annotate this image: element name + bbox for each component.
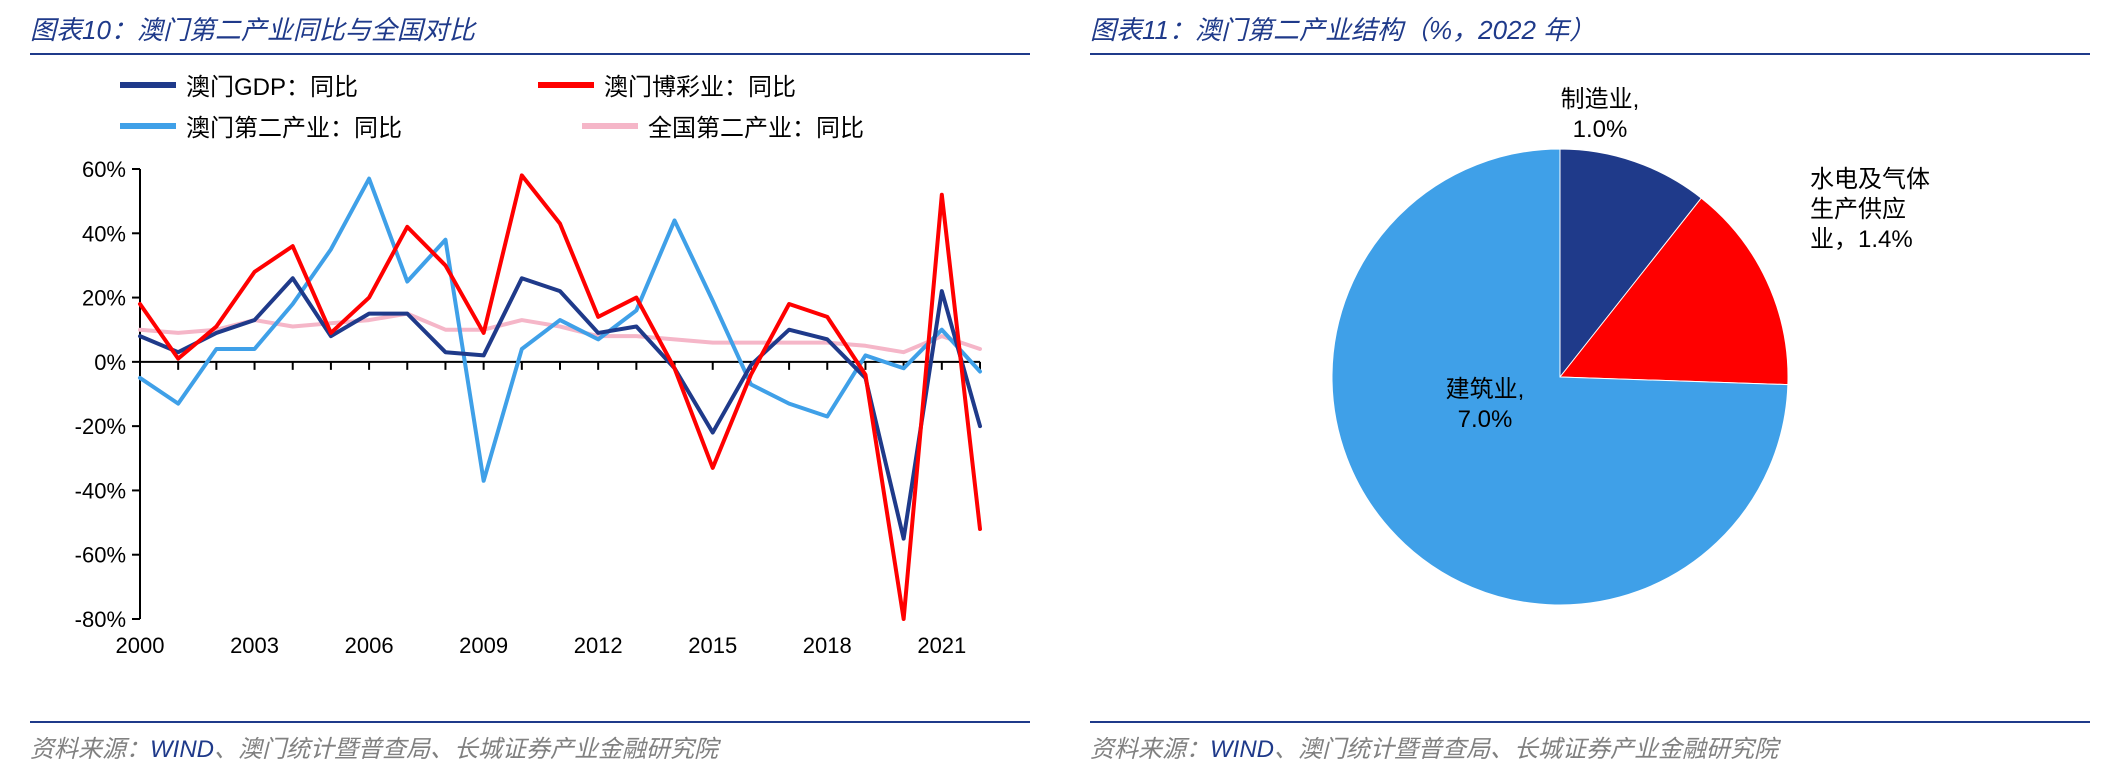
- right-source: 资料来源：WIND、澳门统计暨普查局、长城证券产业金融研究院: [1090, 721, 2090, 764]
- svg-text:2012: 2012: [574, 633, 623, 658]
- svg-text:建筑业,: 建筑业,: [1446, 376, 1525, 403]
- left-title: 图表10：澳门第二产业同比与全国对比: [30, 10, 1030, 55]
- legend-swatch-s2: [538, 82, 594, 88]
- legend-label-s1: 澳门GDP：同比: [186, 67, 358, 102]
- legend-s4: 全国第二产业：同比: [582, 108, 864, 143]
- svg-text:2018: 2018: [803, 633, 852, 658]
- legend-swatch-s3: [120, 123, 176, 129]
- legend-s3: 澳门第二产业：同比: [120, 108, 402, 143]
- legend-s2: 澳门博彩业：同比: [538, 67, 796, 102]
- line-chart: -80% -60% -40% -20% 0% 20% 40% 60% 2000 2003 2006 2…: [30, 149, 1030, 689]
- svg-text:2021: 2021: [917, 633, 966, 658]
- svg-text:2009: 2009: [459, 633, 508, 658]
- svg-text:2003: 2003: [230, 633, 279, 658]
- svg-text:生产供应: 生产供应: [1810, 196, 1906, 223]
- svg-text:-80%: -80%: [75, 607, 126, 632]
- svg-text:制造业,: 制造业,: [1561, 86, 1640, 113]
- svg-text:7.0%: 7.0%: [1458, 406, 1513, 433]
- right-panel: 图表11：澳门第二产业结构（%，2022 年） 制造业, 1.0% 水电及气体生产供…: [1060, 0, 2116, 774]
- svg-text:2015: 2015: [688, 633, 737, 658]
- right-source-wind: WIND: [1210, 736, 1274, 763]
- svg-text:2006: 2006: [345, 633, 394, 658]
- legend-swatch-s1: [120, 82, 176, 88]
- svg-text:业，1.4%: 业，1.4%: [1810, 226, 1913, 253]
- right-title: 图表11：澳门第二产业结构（%，2022 年）: [1090, 10, 2090, 55]
- svg-text:60%: 60%: [82, 157, 126, 182]
- left-source: 资料来源：WIND、澳门统计暨普查局、长城证券产业金融研究院: [30, 721, 1030, 764]
- svg-text:20%: 20%: [82, 286, 126, 311]
- pie-chart: 制造业, 1.0% 水电及气体生产供应业，1.4% 建筑业, 7.0%: [1090, 67, 2090, 687]
- right-source-rest: 、澳门统计暨普查局、长城证券产业金融研究院: [1274, 736, 1778, 763]
- right-chart-area: 制造业, 1.0% 水电及气体生产供应业，1.4% 建筑业, 7.0%: [1090, 67, 2090, 713]
- left-source-prefix: 资料来源：: [30, 736, 150, 763]
- legend-label-s4: 全国第二产业：同比: [648, 108, 864, 143]
- svg-text:2000: 2000: [116, 633, 165, 658]
- svg-text:1.0%: 1.0%: [1573, 116, 1628, 143]
- svg-text:水电及气体: 水电及气体: [1810, 166, 1930, 193]
- legend-s1: 澳门GDP：同比: [120, 67, 358, 102]
- legend-swatch-s4: [582, 123, 638, 129]
- left-source-rest: 、澳门统计暨普查局、长城证券产业金融研究院: [214, 736, 718, 763]
- left-source-wind: WIND: [150, 736, 214, 763]
- svg-text:40%: 40%: [82, 221, 126, 246]
- svg-text:0%: 0%: [94, 350, 126, 375]
- svg-text:-20%: -20%: [75, 414, 126, 439]
- legend-label-s2: 澳门博彩业：同比: [604, 67, 796, 102]
- legend-row-2: 澳门第二产业：同比 全国第二产业：同比: [120, 108, 1030, 143]
- legend-label-s3: 澳门第二产业：同比: [186, 108, 402, 143]
- right-source-prefix: 资料来源：: [1090, 736, 1210, 763]
- left-chart-area: 澳门GDP：同比 澳门博彩业：同比 澳门第二产业：同比 全国第二产业：同比 -8…: [30, 67, 1030, 713]
- svg-text:-60%: -60%: [75, 543, 126, 568]
- left-panel: 图表10：澳门第二产业同比与全国对比 澳门GDP：同比 澳门博彩业：同比 澳门第…: [0, 0, 1060, 774]
- svg-text:-40%: -40%: [75, 478, 126, 503]
- legend-row-1: 澳门GDP：同比 澳门博彩业：同比: [120, 67, 1030, 102]
